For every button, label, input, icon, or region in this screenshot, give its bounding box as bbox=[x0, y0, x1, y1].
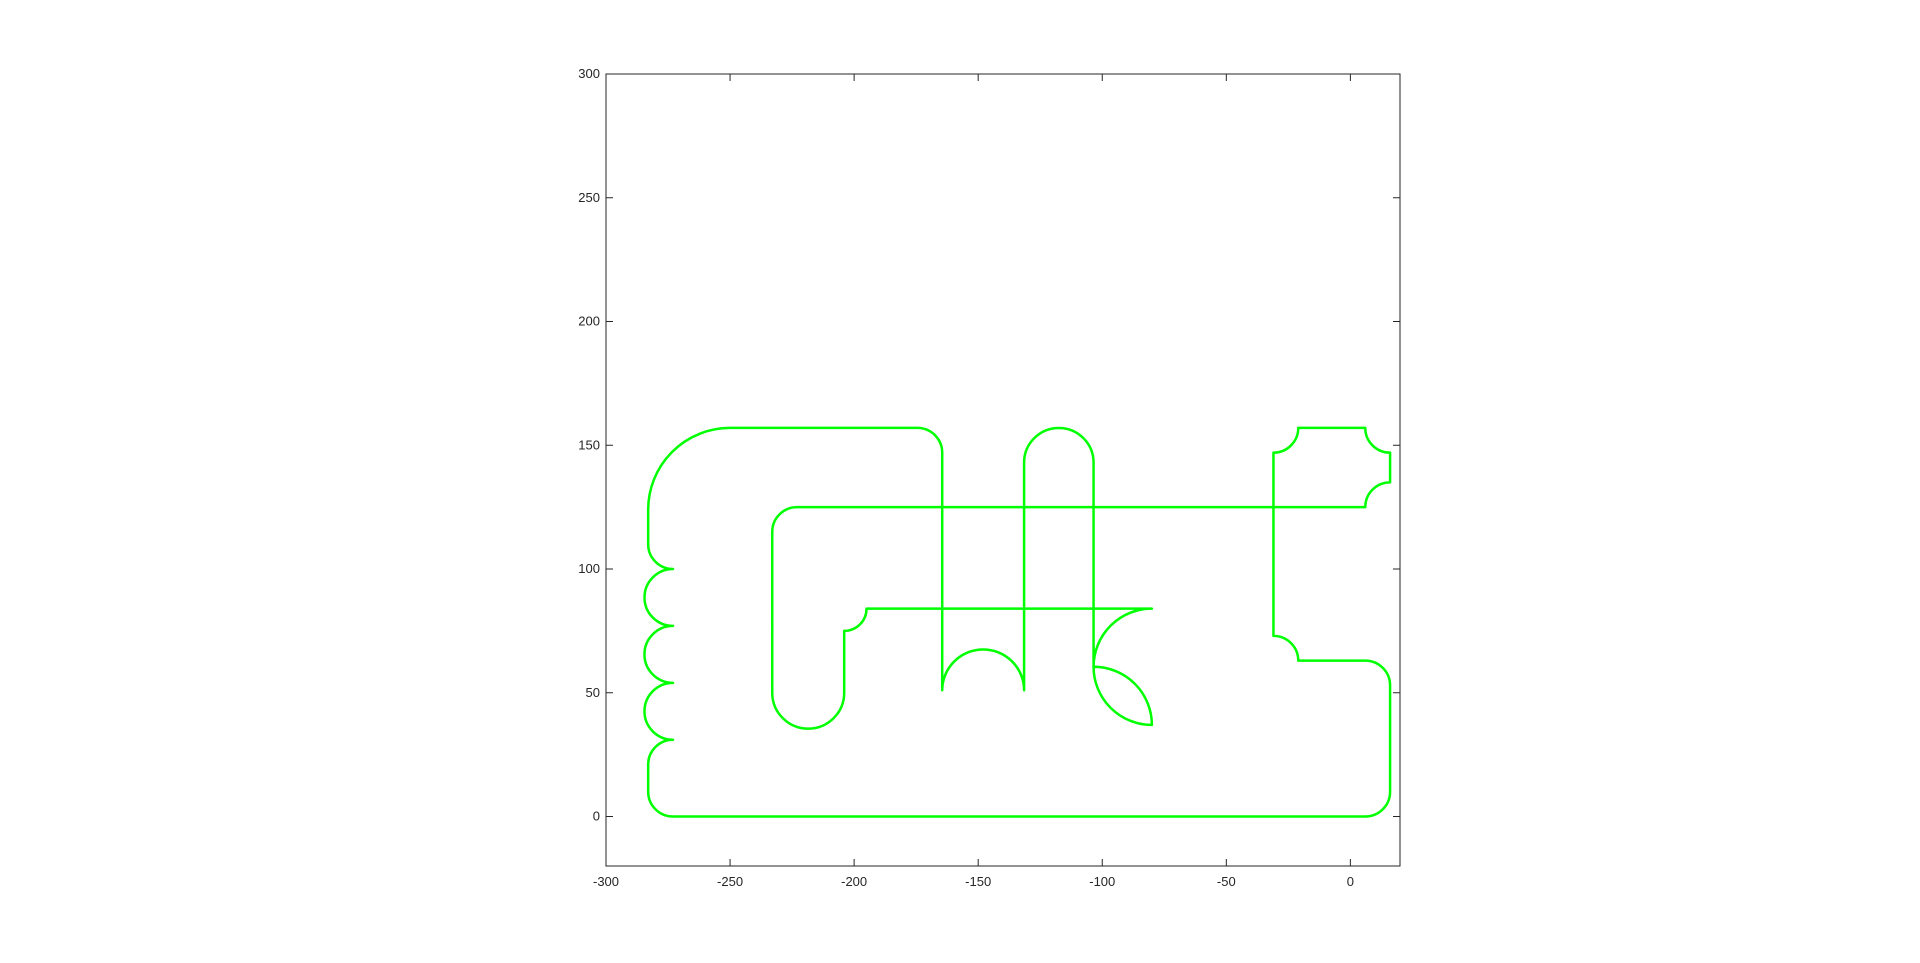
y-tick-label: 150 bbox=[578, 437, 600, 452]
x-tick-label: -200 bbox=[841, 874, 867, 889]
y-axis: 0 50 100 150 200 250 300 bbox=[578, 66, 1400, 824]
x-tick-label: -300 bbox=[593, 874, 619, 889]
y-tick-label: 0 bbox=[593, 809, 600, 824]
x-tick-label: -250 bbox=[717, 874, 743, 889]
x-tick-label: 0 bbox=[1347, 874, 1354, 889]
track-line bbox=[643, 426, 1392, 818]
y-tick-label: 50 bbox=[586, 685, 600, 700]
x-tick-label: -150 bbox=[965, 874, 991, 889]
x-tick-label: -100 bbox=[1089, 874, 1115, 889]
x-tick-label: -50 bbox=[1217, 874, 1236, 889]
y-tick-label: 300 bbox=[578, 66, 600, 81]
y-tick-label: 100 bbox=[578, 561, 600, 576]
x-axis: -300 -250 -200 -150 -100 -50 0 bbox=[593, 74, 1354, 889]
y-tick-label: 200 bbox=[578, 314, 600, 329]
series-layer bbox=[643, 426, 1392, 818]
axes-box bbox=[605, 73, 1401, 867]
y-tick-label: 250 bbox=[578, 190, 600, 205]
